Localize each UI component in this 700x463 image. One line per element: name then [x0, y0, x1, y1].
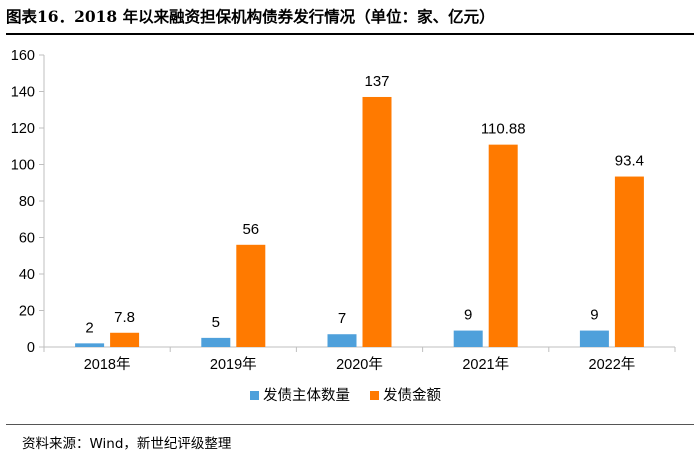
footer-rule: [6, 424, 694, 425]
data-label-count: 7: [338, 310, 346, 327]
x-tick-label: 2021年: [462, 356, 509, 373]
legend-label-count: 发债主体数量: [263, 387, 350, 404]
bar-amount-4: [488, 144, 518, 347]
y-tick-label: 160: [11, 48, 35, 64]
y-tick-label: 20: [19, 304, 35, 320]
y-tick-label: 140: [11, 85, 35, 101]
y-tick-label: 100: [11, 158, 35, 174]
x-tick-label: 2022年: [589, 356, 636, 373]
x-tick-label: 2020年: [336, 356, 383, 373]
data-label-amount: 56: [242, 221, 259, 238]
data-label-count: 9: [590, 307, 598, 324]
data-label-amount: 7.8: [114, 309, 135, 326]
data-label-count: 2: [85, 319, 93, 336]
x-tick-label: 2019年: [210, 356, 257, 373]
data-label-count: 5: [212, 314, 220, 331]
source-note: 资料来源：Wind，新世纪评级整理: [22, 436, 232, 452]
data-label-amount: 137: [364, 73, 389, 90]
data-label-amount: 110.88: [481, 121, 526, 138]
bar-amount-3: [362, 96, 392, 347]
chart-title: 图表16．2018 年以来融资担保机构债券发行情况（单位：家、亿元）: [6, 7, 495, 26]
legend-label-amount: 发债金额: [383, 387, 441, 404]
x-tick-label: 2018年: [84, 356, 131, 373]
legend-swatch-amount: [370, 391, 379, 400]
y-tick-label: 80: [19, 194, 35, 210]
legend-swatch-count: [250, 391, 259, 400]
bar-count-5: [579, 330, 609, 347]
y-tick-label: 120: [11, 121, 35, 137]
y-tick-label: 40: [19, 267, 35, 283]
chart-area: 0 20 40 60 80 100 120 140 160 2 7.8 2018年 5 56 2019年 7 1…: [0, 36, 700, 422]
data-label-amount: 93.4: [615, 153, 644, 170]
bar-amount-5: [614, 176, 644, 347]
bar-count-4: [453, 330, 483, 347]
bar-amount-1: [110, 332, 140, 347]
bar-amount-2: [236, 244, 266, 347]
y-tick-label: 0: [27, 340, 35, 356]
title-rule: [6, 33, 694, 35]
bar-count-3: [327, 334, 357, 347]
data-label-count: 9: [464, 307, 472, 324]
bar-chart: 0 20 40 60 80 100 120 140 160 2 7.8 2018年 5 56 2019年 7 1…: [11, 48, 676, 404]
bar-count-1: [75, 343, 105, 347]
bar-count-2: [201, 337, 231, 347]
y-tick-label: 60: [19, 231, 35, 247]
